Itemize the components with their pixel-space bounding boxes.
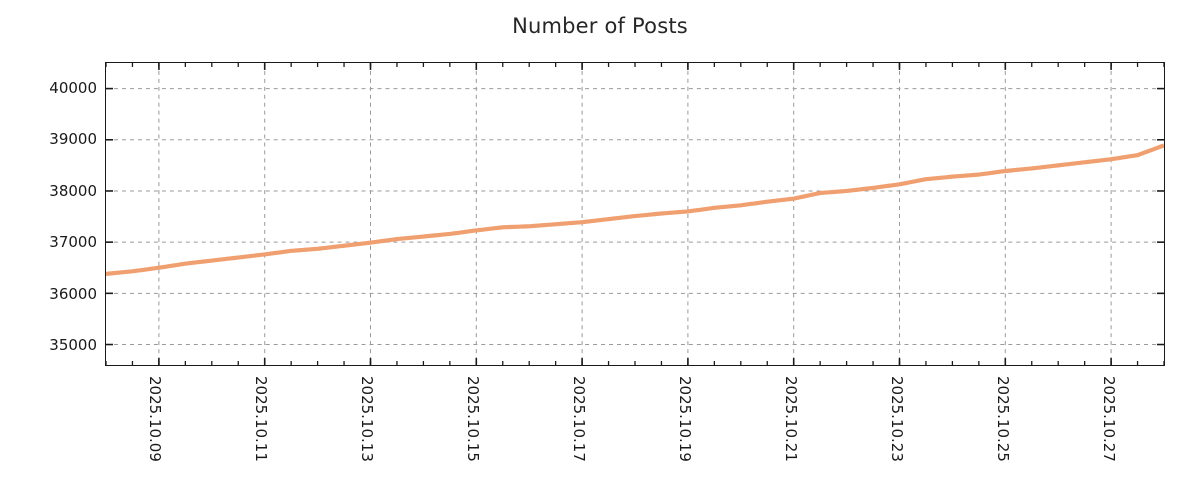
x-axis-tick-label: 2025.10.25 bbox=[994, 376, 1012, 462]
x-axis-tick-label: 2025.10.21 bbox=[782, 376, 800, 462]
x-axis-tick-label: 2025.10.09 bbox=[146, 376, 164, 462]
plot-area bbox=[105, 62, 1165, 366]
x-axis-tick-label: 2025.10.23 bbox=[888, 376, 906, 462]
line-series-number-of-posts bbox=[106, 143, 1164, 276]
y-axis-tick-label: 35000 bbox=[49, 336, 97, 355]
chart-title: Number of Posts bbox=[512, 14, 688, 38]
y-axis-tick-label: 39000 bbox=[49, 130, 97, 149]
x-axis-tick-label: 2025.10.19 bbox=[676, 376, 694, 462]
y-axis-tick-label: 40000 bbox=[49, 78, 97, 97]
gridlines bbox=[106, 63, 1164, 365]
y-axis-tick-labels: 35000 36000 37000 38000 39000 40000 bbox=[0, 62, 97, 366]
y-axis-tick-label: 36000 bbox=[49, 284, 97, 303]
x-axis-tick-labels: 2025.10.09 2025.10.11 2025.10.13 2025.10.15… bbox=[0, 366, 1200, 500]
x-axis-tick-label: 2025.10.27 bbox=[1100, 376, 1118, 462]
y-axis-tick-label: 37000 bbox=[49, 233, 97, 252]
x-axis-tick-label: 2025.10.15 bbox=[464, 376, 482, 462]
x-axis-tick-label: 2025.10.13 bbox=[358, 376, 376, 462]
y-axis-tick-label: 38000 bbox=[49, 181, 97, 200]
x-axis-tick-label: 2025.10.17 bbox=[570, 376, 588, 462]
x-axis-tick-label: 2025.10.11 bbox=[252, 376, 270, 462]
